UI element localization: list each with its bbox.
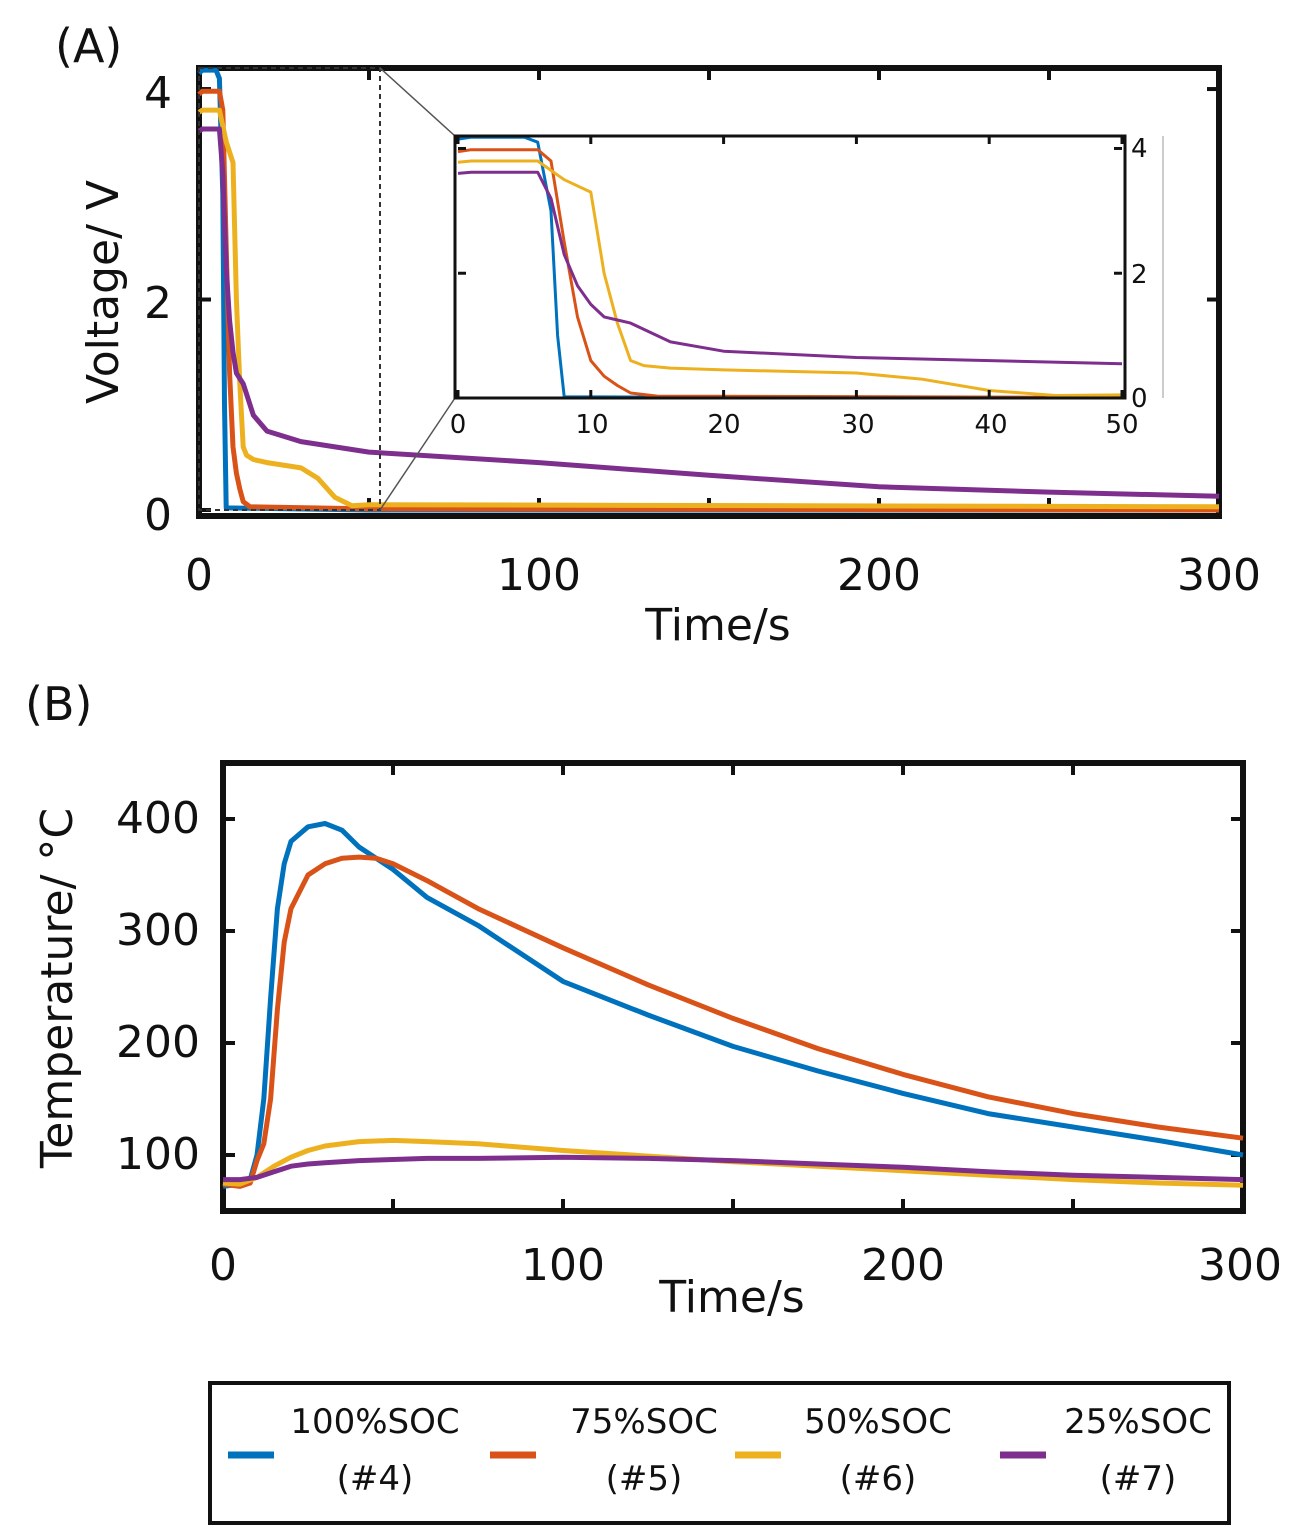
panel-a-line-75pctsoc — [197, 88, 1220, 513]
panel-a-xtick-label: 0 — [185, 550, 213, 601]
inset-ytick-label: 0 — [1131, 384, 1148, 414]
zoom-connector-line — [379, 397, 456, 511]
panel-a-line-50pctsoc — [197, 107, 1220, 510]
panel-b-axes-frame — [220, 760, 1246, 1214]
panel-b-xtick-label: 0 — [209, 1240, 237, 1291]
inset-xtick-label: 10 — [575, 410, 608, 440]
inset-line-75pctsoc — [457, 148, 1123, 399]
panel-a-xtick-label: 300 — [1177, 550, 1261, 601]
inset-line-25pctsoc — [457, 170, 1123, 366]
zoom-connector-line — [379, 67, 456, 137]
inset-xtick-label: 30 — [841, 410, 874, 440]
panel-a-ytick-label: 0 — [144, 490, 172, 541]
legend-label-line2: (#6) — [840, 1459, 917, 1499]
panel-b-ticks — [221, 763, 1245, 1211]
panel-b-line-100pctsoc — [222, 821, 1244, 1189]
legend-label-line1: 100%SOC — [290, 1402, 459, 1442]
legend-label-line1: 50%SOC — [804, 1402, 952, 1442]
panel-b-ytick-label: 100 — [116, 1129, 200, 1180]
inset-ticks — [456, 136, 1124, 400]
panel-b-xtick-label: 100 — [521, 1240, 605, 1291]
panel-b-series-lines — [222, 821, 1244, 1189]
panel-a-xtick-label: 100 — [497, 550, 581, 601]
inset-plot: 4 2 0 0 10 20 30 40 50 — [450, 134, 1164, 440]
panel-a-xtick-label: 200 — [837, 550, 921, 601]
inset-xtick-label: 20 — [707, 410, 740, 440]
legend-label-line2: (#4) — [337, 1459, 414, 1499]
inset-xtick-label: 50 — [1105, 410, 1138, 440]
legend-label-line1: 75%SOC — [570, 1402, 718, 1442]
panel-a-label: (A) — [55, 19, 122, 73]
panel-b-ytick-label: 200 — [116, 1017, 200, 1068]
inset-ytick-label: 2 — [1131, 260, 1148, 290]
legend-label-line1: 25%SOC — [1064, 1402, 1212, 1442]
inset-frame — [453, 134, 1127, 400]
panel-a-ytick-label: 4 — [144, 68, 172, 119]
legend: 100%SOC (#4) 75%SOC (#5) 50%SOC (#6) 25%… — [208, 1381, 1231, 1525]
legend-label-line2: (#7) — [1100, 1459, 1177, 1499]
panel-b-xtick-label: 200 — [861, 1240, 945, 1291]
panel-b-y-axis-label: Temperature/ °C — [32, 808, 83, 1169]
legend-frame — [208, 1381, 1231, 1525]
panel-a-series-lines — [197, 67, 1220, 513]
panel-a-ytick-label: 2 — [144, 278, 172, 329]
panel-a-line-25pctsoc — [197, 126, 1220, 499]
panel-b: (B) 400 300 200 100 0 100 200 300 Time/s… — [25, 677, 1282, 1323]
panel-b-ytick-label: 300 — [116, 905, 200, 956]
legend-label-line2: (#5) — [606, 1459, 683, 1499]
inset-xtick-label: 0 — [450, 410, 467, 440]
panel-b-label: (B) — [25, 677, 92, 731]
inset-xtick-label: 40 — [974, 410, 1007, 440]
panel-b-x-axis-label: Time/s — [658, 1272, 804, 1323]
inset-ytick-label: 4 — [1131, 134, 1148, 164]
panel-b-line-25pctsoc — [223, 1154, 1244, 1183]
panel-b-xtick-label: 300 — [1198, 1240, 1282, 1291]
zoom-region-box — [198, 67, 381, 511]
panel-a-y-axis-label: Voltage/ V — [78, 180, 129, 404]
panel-a-x-axis-label: Time/s — [644, 600, 790, 651]
inset-line-50pctsoc — [457, 159, 1123, 397]
panel-b-line-75pctsoc — [222, 854, 1244, 1189]
panel-b-line-50pctsoc — [222, 1137, 1244, 1188]
panel-a: (A) 4 2 0 0 100 200 300 Time/s Voltage/ … — [55, 19, 1261, 651]
panel-b-ytick-label: 400 — [116, 793, 200, 844]
